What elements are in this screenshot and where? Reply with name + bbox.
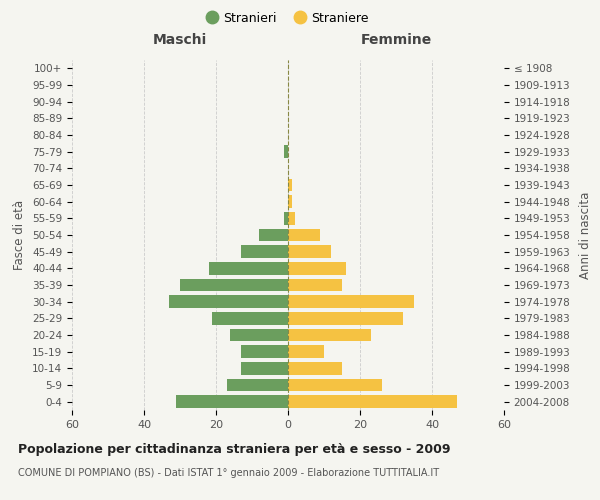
Bar — [288, 329, 371, 341]
Bar — [230, 329, 288, 341]
Y-axis label: Anni di nascita: Anni di nascita — [579, 192, 592, 278]
Bar — [212, 312, 288, 324]
Bar — [288, 279, 342, 291]
Bar — [284, 146, 288, 158]
Bar — [169, 296, 288, 308]
Bar — [288, 362, 342, 374]
Bar — [284, 212, 288, 224]
Text: Femmine: Femmine — [361, 32, 431, 46]
Bar — [241, 362, 288, 374]
Legend: Stranieri, Straniere: Stranieri, Straniere — [202, 7, 374, 30]
Bar — [288, 379, 382, 391]
Text: COMUNE DI POMPIANO (BS) - Dati ISTAT 1° gennaio 2009 - Elaborazione TUTTITALIA.I: COMUNE DI POMPIANO (BS) - Dati ISTAT 1° … — [18, 468, 439, 477]
Bar — [288, 179, 292, 192]
Text: Maschi: Maschi — [153, 32, 207, 46]
Bar — [241, 346, 288, 358]
Bar — [180, 279, 288, 291]
Bar — [209, 262, 288, 274]
Bar — [288, 262, 346, 274]
Bar — [288, 346, 324, 358]
Text: Popolazione per cittadinanza straniera per età e sesso - 2009: Popolazione per cittadinanza straniera p… — [18, 442, 451, 456]
Bar — [288, 312, 403, 324]
Bar — [288, 396, 457, 408]
Bar — [288, 212, 295, 224]
Bar — [227, 379, 288, 391]
Y-axis label: Fasce di età: Fasce di età — [13, 200, 26, 270]
Bar — [176, 396, 288, 408]
Bar — [288, 229, 320, 241]
Bar — [288, 246, 331, 258]
Bar — [241, 246, 288, 258]
Bar — [288, 296, 414, 308]
Bar — [288, 196, 292, 208]
Bar — [259, 229, 288, 241]
